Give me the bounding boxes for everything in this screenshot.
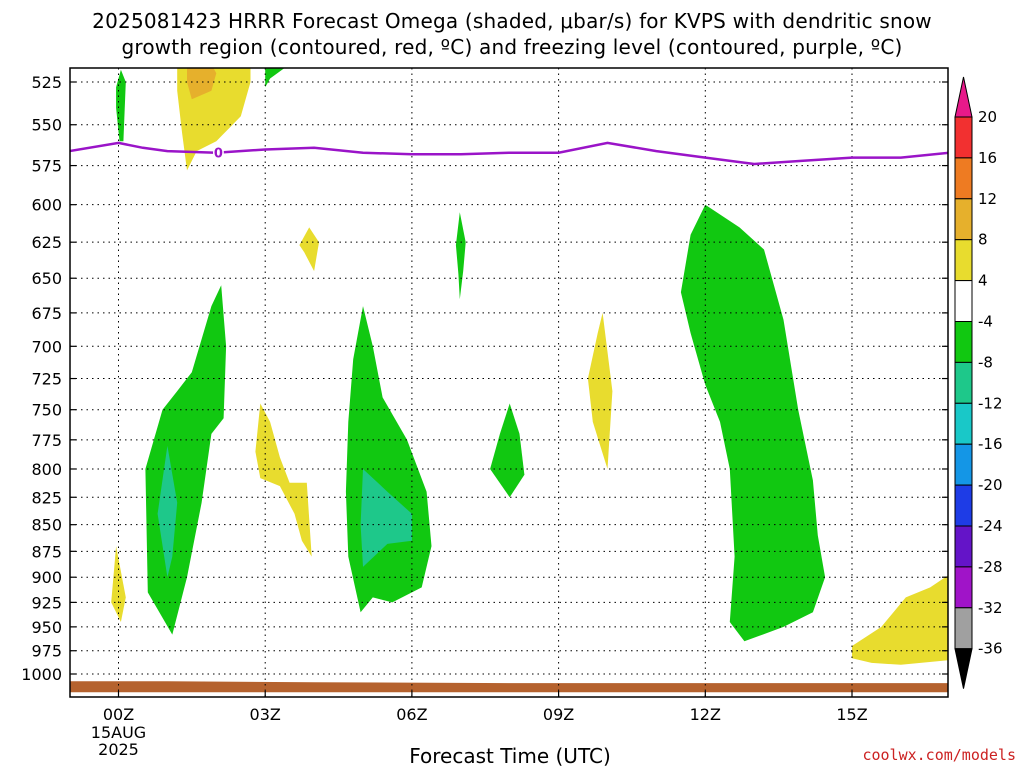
- colorbar-segment-1: [954, 116, 973, 159]
- omega-region-15: [852, 575, 948, 665]
- colorbar-segment-13: [954, 607, 973, 650]
- chart-title-line1: 2025081423 HRRR Forecast Omega (shaded, …: [92, 9, 932, 33]
- omega-region-3: [265, 68, 285, 88]
- y-tick-label-575: 575: [31, 157, 62, 176]
- y-tick-label-950: 950: [31, 618, 62, 637]
- omega-region-13: [587, 312, 613, 469]
- omega-region-4: [299, 227, 319, 272]
- x-tick-label-15Z: 15Z: [836, 705, 867, 724]
- x-tick-sublabel-0: 15AUG: [91, 723, 146, 742]
- colorbar-label-1: 16: [978, 149, 997, 167]
- colorbar-segment-2: [954, 157, 973, 200]
- y-tick-label-925: 925: [31, 593, 62, 612]
- omega-region-5: [455, 212, 466, 300]
- y-tick-label-775: 775: [31, 431, 62, 450]
- colorbar-label-12: -32: [978, 599, 1003, 617]
- colorbar-label-11: -28: [978, 558, 1003, 576]
- freezing-level-line: [70, 141, 948, 166]
- omega-region-14: [680, 204, 826, 642]
- y-tick-label-975: 975: [31, 642, 62, 661]
- omega-region-0: [116, 69, 126, 142]
- colorbar-segment-10: [954, 484, 973, 527]
- colorbar-label-4: 4: [978, 272, 988, 290]
- y-tick-label-600: 600: [31, 196, 62, 215]
- colorbar-segment-9: [954, 443, 973, 486]
- freezing-level-label: 0: [214, 147, 223, 162]
- x-tick-label-12Z: 12Z: [690, 705, 721, 724]
- colorbar-segment-11: [954, 525, 973, 568]
- y-tick-label-1000: 1000: [21, 665, 62, 684]
- y-tick-label-525: 525: [31, 73, 62, 92]
- grid-lines: [70, 68, 948, 697]
- y-tick-label-875: 875: [31, 542, 62, 561]
- y-tick-label-625: 625: [31, 233, 62, 252]
- x-tick-label-06Z: 06Z: [396, 705, 427, 724]
- colorbar-segment-12: [954, 566, 973, 609]
- y-tick-label-900: 900: [31, 568, 62, 587]
- colorbar-top-arrow: [954, 76, 973, 118]
- y-tick-label-650: 650: [31, 269, 62, 288]
- omega-region-8: [111, 546, 126, 622]
- omega-colorbar: 20 16 12 8 4 -4 -8 -12 -16 -20 -24 -28 -32 -36: [954, 76, 1003, 689]
- y-tick-label-800: 800: [31, 460, 62, 479]
- omega-region-11: [360, 469, 412, 567]
- y-axis-pressure: 525 550 575 600 625 650 675 700 725 750 775 800 825 8…: [21, 73, 948, 684]
- y-tick-label-850: 850: [31, 516, 62, 535]
- y-tick-label-675: 675: [31, 304, 62, 323]
- colorbar-bottom-arrow: [954, 648, 973, 689]
- freezing-level-contour: 0: [70, 141, 948, 166]
- colorbar-segment-4: [954, 239, 973, 282]
- omega-shaded-regions: [70, 68, 948, 693]
- colorbar-segment-6: [954, 321, 973, 363]
- y-tick-label-550: 550: [31, 116, 62, 135]
- colorbar-segment-5: [954, 280, 973, 323]
- x-tick-sublabel-1: 2025: [98, 740, 139, 759]
- y-tick-label-750: 750: [31, 401, 62, 420]
- colorbar-segment-8: [954, 402, 973, 445]
- plot-frame: [69, 67, 949, 698]
- x-tick-label-09Z: 09Z: [543, 705, 574, 724]
- colorbar-label-13: -36: [978, 640, 1003, 658]
- credit-link[interactable]: coolwx.com/models: [862, 746, 1016, 764]
- y-tick-label-700: 700: [31, 337, 62, 356]
- omega-region-9: [255, 403, 312, 557]
- colorbar-label-9: -20: [978, 476, 1003, 494]
- y-tick-label-725: 725: [31, 370, 62, 389]
- colorbar-label-6: -8: [978, 353, 993, 371]
- colorbar-label-5: -4: [978, 313, 993, 331]
- omega-region-6: [145, 285, 227, 635]
- colorbar-label-0: 20: [978, 108, 997, 126]
- omega-region-7: [157, 445, 178, 578]
- x-axis-label: Forecast Time (UTC): [409, 744, 611, 768]
- colorbar-label-3: 8: [978, 231, 988, 249]
- colorbar-label-8: -16: [978, 435, 1003, 453]
- chart-title-line2: growth region (contoured, red, ºC) and f…: [121, 35, 903, 59]
- omega-region-10: [345, 306, 432, 613]
- colorbar-segment-7: [954, 361, 973, 404]
- colorbar-label-7: -12: [978, 394, 1003, 412]
- y-tick-label-825: 825: [31, 488, 62, 507]
- x-tick-label-00Z: 00Z: [103, 705, 134, 724]
- omega-region-16: [70, 681, 948, 693]
- omega-region-2: [187, 68, 217, 100]
- omega-region-12: [490, 403, 525, 498]
- colorbar-label-2: 12: [978, 190, 997, 208]
- colorbar-label-10: -24: [978, 517, 1003, 535]
- x-tick-label-03Z: 03Z: [250, 705, 281, 724]
- colorbar-segment-3: [954, 198, 973, 241]
